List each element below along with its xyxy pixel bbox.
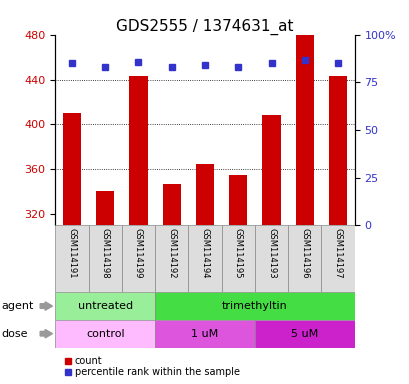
Text: GSM114195: GSM114195 bbox=[233, 228, 242, 278]
Bar bbox=[88, 225, 121, 292]
Bar bbox=[254, 320, 354, 348]
Bar bbox=[55, 320, 155, 348]
Legend: count, percentile rank within the sample: count, percentile rank within the sample bbox=[60, 353, 243, 381]
Bar bbox=[129, 76, 147, 225]
Bar bbox=[288, 225, 321, 292]
Text: GSM114193: GSM114193 bbox=[266, 228, 275, 278]
Bar bbox=[96, 192, 114, 225]
Text: GSM114198: GSM114198 bbox=[101, 228, 110, 278]
Text: GSM114199: GSM114199 bbox=[134, 228, 143, 278]
Bar bbox=[63, 113, 81, 225]
Text: GSM114192: GSM114192 bbox=[167, 228, 176, 278]
Bar bbox=[121, 225, 155, 292]
Bar bbox=[162, 184, 180, 225]
Text: untreated: untreated bbox=[77, 301, 133, 311]
Bar bbox=[155, 225, 188, 292]
Text: control: control bbox=[86, 329, 124, 339]
Bar bbox=[55, 225, 88, 292]
Bar bbox=[55, 292, 155, 320]
Text: GSM114194: GSM114194 bbox=[200, 228, 209, 278]
Bar bbox=[254, 225, 288, 292]
Text: GSM114196: GSM114196 bbox=[299, 228, 308, 278]
Title: GDS2555 / 1374631_at: GDS2555 / 1374631_at bbox=[116, 19, 293, 35]
Bar bbox=[295, 35, 313, 225]
Bar bbox=[196, 164, 213, 225]
Bar bbox=[188, 225, 221, 292]
Bar bbox=[321, 225, 354, 292]
Text: 5 uM: 5 uM bbox=[290, 329, 318, 339]
Bar bbox=[229, 175, 247, 225]
Text: GSM114191: GSM114191 bbox=[67, 228, 76, 278]
Text: 1 uM: 1 uM bbox=[191, 329, 218, 339]
Text: dose: dose bbox=[1, 329, 28, 339]
Text: agent: agent bbox=[1, 301, 34, 311]
Bar bbox=[155, 320, 254, 348]
Bar bbox=[328, 76, 346, 225]
Bar bbox=[221, 225, 254, 292]
Bar bbox=[262, 116, 280, 225]
Text: GSM114197: GSM114197 bbox=[333, 228, 342, 278]
Bar bbox=[155, 292, 354, 320]
Text: trimethyltin: trimethyltin bbox=[221, 301, 287, 311]
